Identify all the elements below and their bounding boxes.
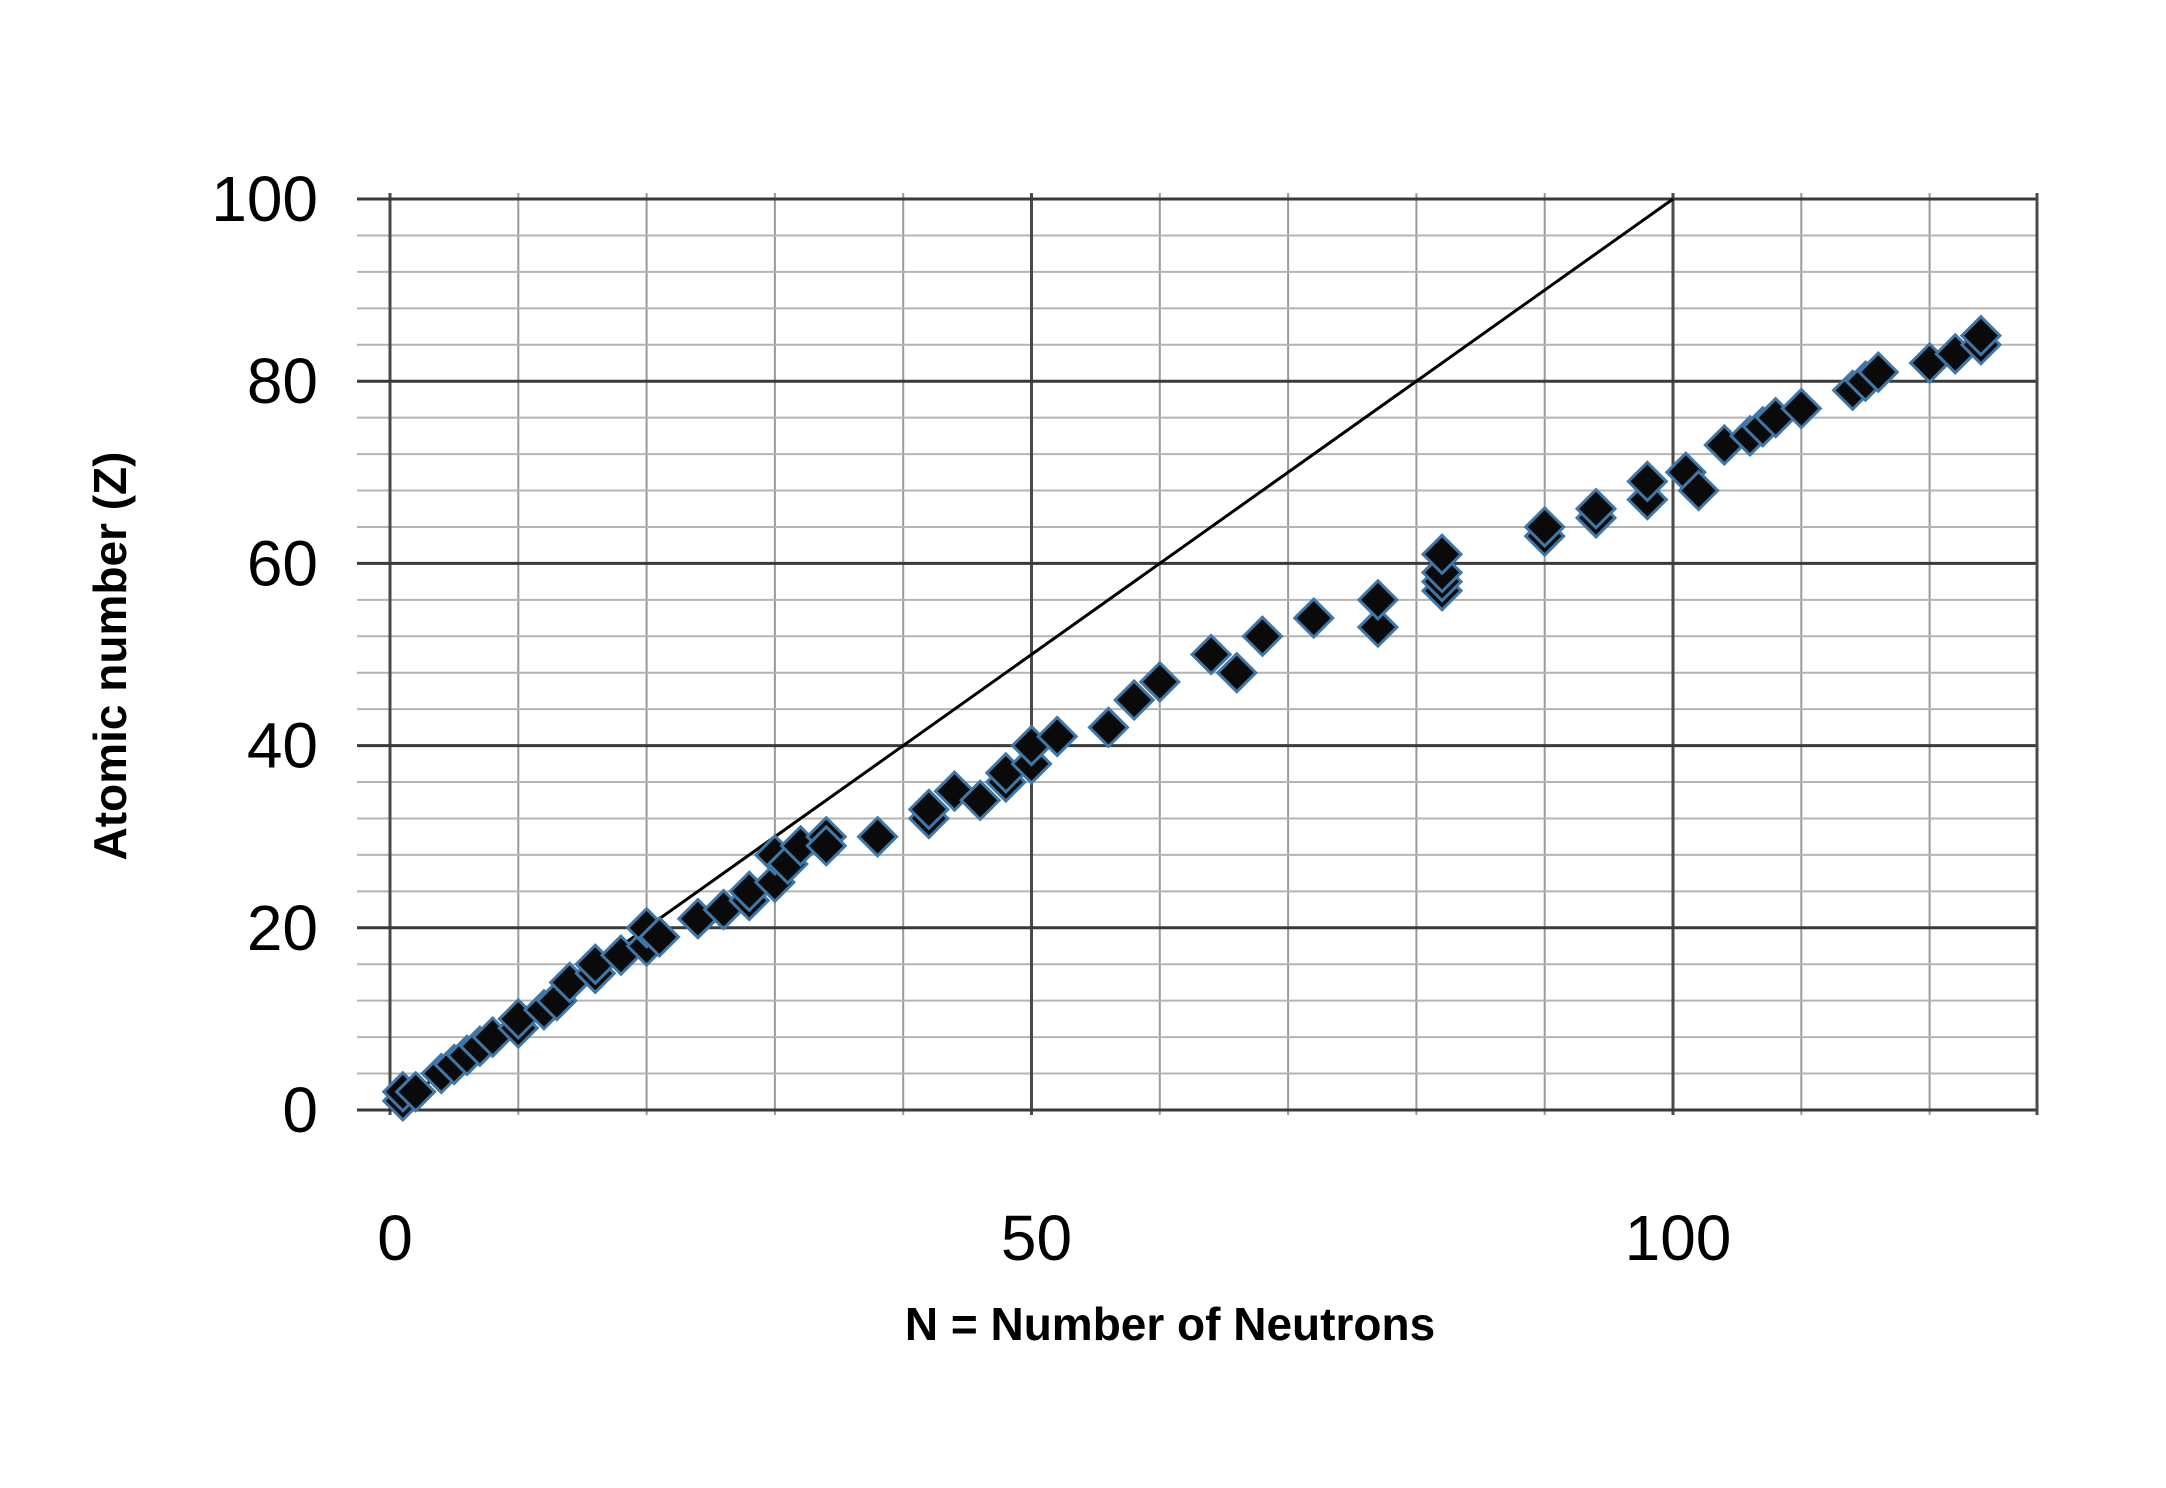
data-point [1036,715,1079,758]
data-point [1780,387,1823,430]
data-point [1677,469,1720,512]
y-tick-label: 60 [247,527,318,599]
data-point [1574,487,1618,530]
data-point [1857,350,1900,394]
data-point [1138,660,1181,703]
data-point [1420,533,1464,576]
major-grid [357,193,2039,1115]
data-point [1189,633,1233,676]
data-point [1959,314,2003,357]
x-tick-labels: 0 50 100 [377,1202,1731,1274]
data-point [856,815,899,858]
x-tick-label: 100 [1625,1202,1732,1274]
y-axis-label: Atomic number (Z) [84,452,136,861]
data-point [1523,505,1566,549]
y-tick-label: 20 [247,892,318,964]
y-tick-label: 100 [211,163,318,235]
data-point [1215,651,1258,694]
data-point [394,1070,437,1113]
data-point [907,788,950,831]
y-tick-label: 0 [282,1074,318,1146]
data-point [1087,706,1130,749]
data-point [1626,460,1669,503]
data-point [959,779,1002,822]
data-point [1241,615,1284,658]
x-tick-label: 50 [1001,1202,1072,1274]
x-tick-label: 0 [377,1202,413,1274]
data-points [381,314,2003,1123]
data-point [805,824,848,867]
x-axis-label: N = Number of Neutrons [905,1298,1435,1350]
y-tick-labels: 0 20 40 60 80 100 [211,163,318,1146]
data-point [1356,578,1400,621]
data-point [1356,606,1400,649]
data-point [1113,678,1156,722]
y-tick-label: 40 [247,710,318,782]
data-point [638,915,681,959]
data-point [1292,596,1335,640]
y-tick-label: 80 [247,345,318,417]
